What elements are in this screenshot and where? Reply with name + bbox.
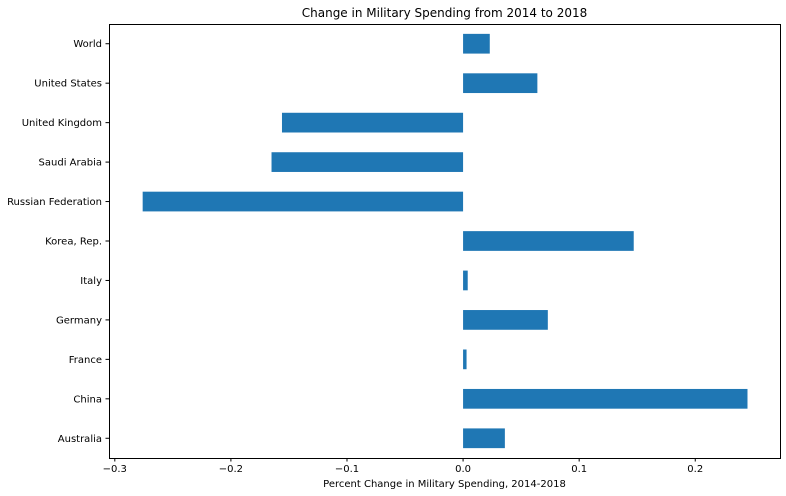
bar-australia — [463, 428, 505, 449]
bars-layer — [142, 33, 748, 449]
x-tick-label: −0.3 — [103, 464, 127, 475]
x-tick-label: 0.0 — [455, 464, 471, 475]
x-tick-label: −0.1 — [335, 464, 359, 475]
y-tick-label: Saudi Arabia — [39, 158, 102, 169]
y-tick-label: United Kingdom — [22, 118, 102, 129]
x-tick-label: −0.2 — [219, 464, 243, 475]
bar-united-kingdom — [281, 112, 464, 133]
y-tick-label: France — [69, 355, 102, 366]
chart-title: Change in Military Spending from 2014 to… — [302, 6, 587, 20]
bar-france — [463, 349, 467, 370]
y-tick-label: Korea, Rep. — [45, 237, 102, 248]
bar-russian-federation — [142, 191, 464, 212]
y-tick-label: Italy — [80, 276, 102, 287]
bar-united-states — [463, 73, 538, 94]
x-tick-label: 0.2 — [687, 464, 703, 475]
y-tick-label: United States — [34, 79, 102, 90]
plot-frame — [109, 24, 781, 459]
y-tick-label: China — [73, 394, 102, 405]
y-tick-label: Germany — [56, 315, 102, 326]
bar-saudi-arabia — [271, 152, 464, 172]
bar-world — [463, 33, 490, 54]
bar-italy — [463, 270, 468, 291]
x-axis: −0.3 −0.2 −0.1 0.0 0.1 0.2 — [103, 458, 703, 475]
y-tick-label: Australia — [58, 434, 102, 445]
y-axis: Australia China France Germany Italy Korea, R… — [7, 39, 109, 445]
x-tick-label: 0.1 — [571, 464, 587, 475]
y-tick-label: Russian Federation — [7, 197, 102, 208]
y-tick-label: World — [73, 39, 102, 50]
bar-korea-rep — [463, 231, 634, 251]
x-axis-label: Percent Change in Military Spending, 201… — [323, 479, 566, 490]
bar-china — [463, 388, 748, 409]
bar-germany — [463, 310, 548, 330]
